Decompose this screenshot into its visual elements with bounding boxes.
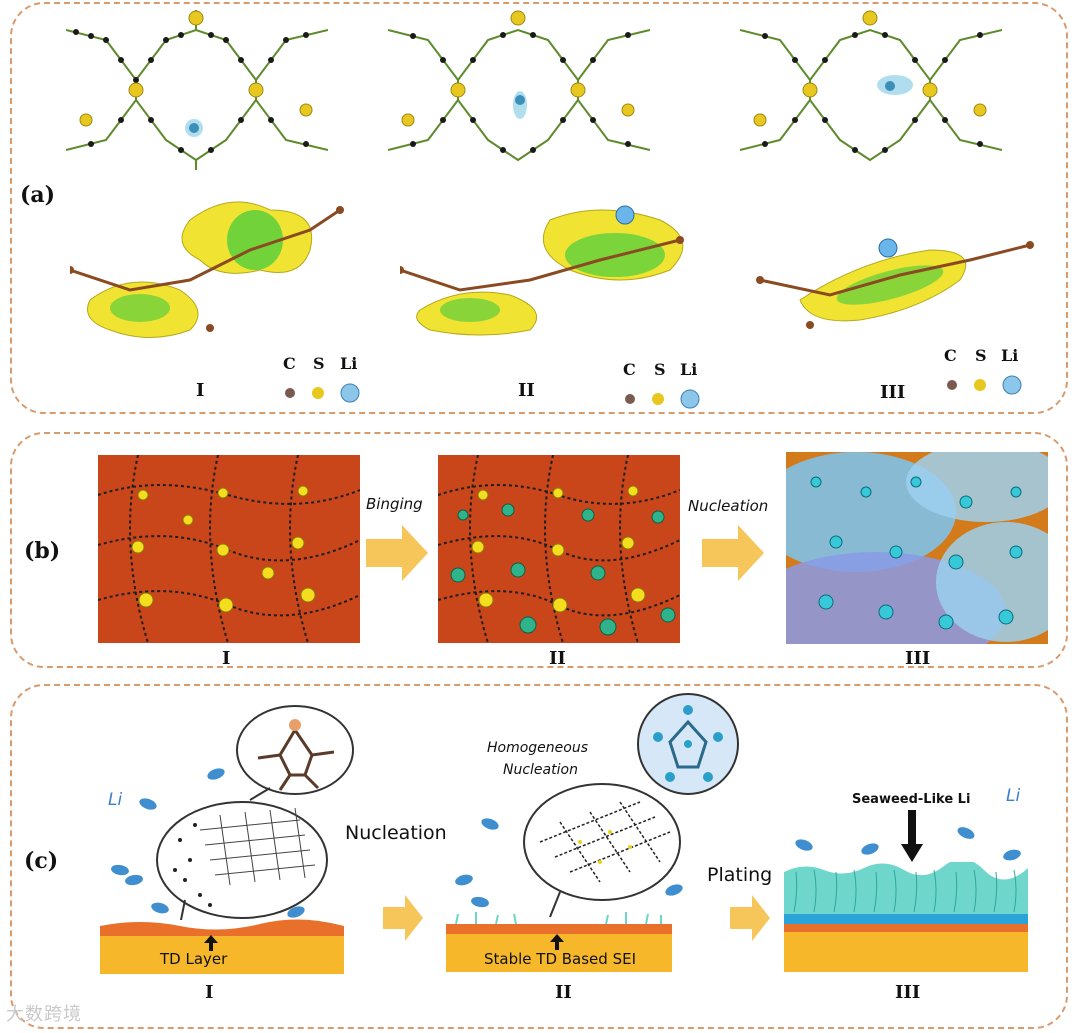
arrow-label-binging: Binging <box>366 495 423 513</box>
stage-label-b3: III <box>905 648 931 669</box>
plating-label: Plating <box>707 864 773 886</box>
watermark: 大数跨境 <box>6 1004 82 1025</box>
electrode-c1 <box>100 919 344 974</box>
legend-s-2: S <box>654 360 666 379</box>
nucleation-label-c: Nucleation <box>345 822 447 844</box>
up-arrow-c2 <box>550 934 564 950</box>
bubble-c1 <box>156 705 354 920</box>
panel-c-frame <box>10 684 1068 1029</box>
legend-s-1: S <box>313 354 325 373</box>
panel-a-label: (a) <box>20 182 56 208</box>
lattice-a1 <box>66 10 328 170</box>
li-ions-c2 <box>455 818 683 908</box>
charge-density-a2 <box>400 205 684 336</box>
panel-a-frame <box>10 2 1068 414</box>
stage-label-c3: III <box>895 982 921 1003</box>
lattice-a3 <box>740 10 1002 162</box>
stage-label-b1: I <box>222 648 231 669</box>
charge-density-a1 <box>70 201 344 338</box>
stage-label-c1: I <box>205 982 214 1003</box>
electrode-c3 <box>784 862 1028 972</box>
li-ions-c1 <box>111 768 305 918</box>
bubble-c2 <box>523 693 739 918</box>
arrow-label-nucleation: Nucleation <box>688 497 769 515</box>
stage-label-a2: II <box>518 380 535 401</box>
surface-b1 <box>98 455 360 643</box>
arrow-c2 <box>730 895 770 941</box>
surface-b3 <box>786 452 1048 644</box>
panel-b-label: (b) <box>24 538 61 564</box>
charge-density-a3 <box>756 238 1034 329</box>
seaweed-label: Seaweed-Like Li <box>852 792 971 807</box>
arrow-b1 <box>366 525 428 581</box>
legend-atoms-1 <box>285 383 360 403</box>
stage-label-a1: I <box>196 380 205 401</box>
homogeneous-label: Homogeneous <box>487 740 589 756</box>
arrow-b2 <box>702 525 764 581</box>
li-label-right: Li <box>1006 786 1021 806</box>
li-ions-c3 <box>795 827 1021 861</box>
legend-atoms-3 <box>947 375 1022 395</box>
legend-li-3: Li <box>1001 346 1019 365</box>
td-layer-label: TD Layer <box>160 950 228 968</box>
stable-sei-label: Stable TD Based SEI <box>484 950 636 968</box>
legend-c-1: C <box>283 354 296 373</box>
lattice-a2 <box>388 10 650 162</box>
legend-li-2: Li <box>680 360 698 379</box>
li-label-left: Li <box>108 790 123 810</box>
arrow-c1 <box>383 895 423 941</box>
legend-li-1: Li <box>340 354 358 373</box>
panel-c-label: (c) <box>24 848 59 874</box>
down-arrow-c3 <box>901 810 923 862</box>
stage-label-c2: II <box>555 982 572 1003</box>
legend-atoms-2 <box>625 389 700 409</box>
up-arrow-c1 <box>204 935 218 951</box>
panel-b-frame <box>10 432 1068 668</box>
legend-c-3: C <box>944 346 957 365</box>
stage-label-a3: III <box>880 382 906 403</box>
stage-label-b2: II <box>549 648 566 669</box>
surface-b2 <box>438 455 680 643</box>
homogeneous-nucleation-label: Nucleation <box>503 762 578 778</box>
legend-s-3: S <box>975 346 987 365</box>
legend-c-2: C <box>623 360 636 379</box>
